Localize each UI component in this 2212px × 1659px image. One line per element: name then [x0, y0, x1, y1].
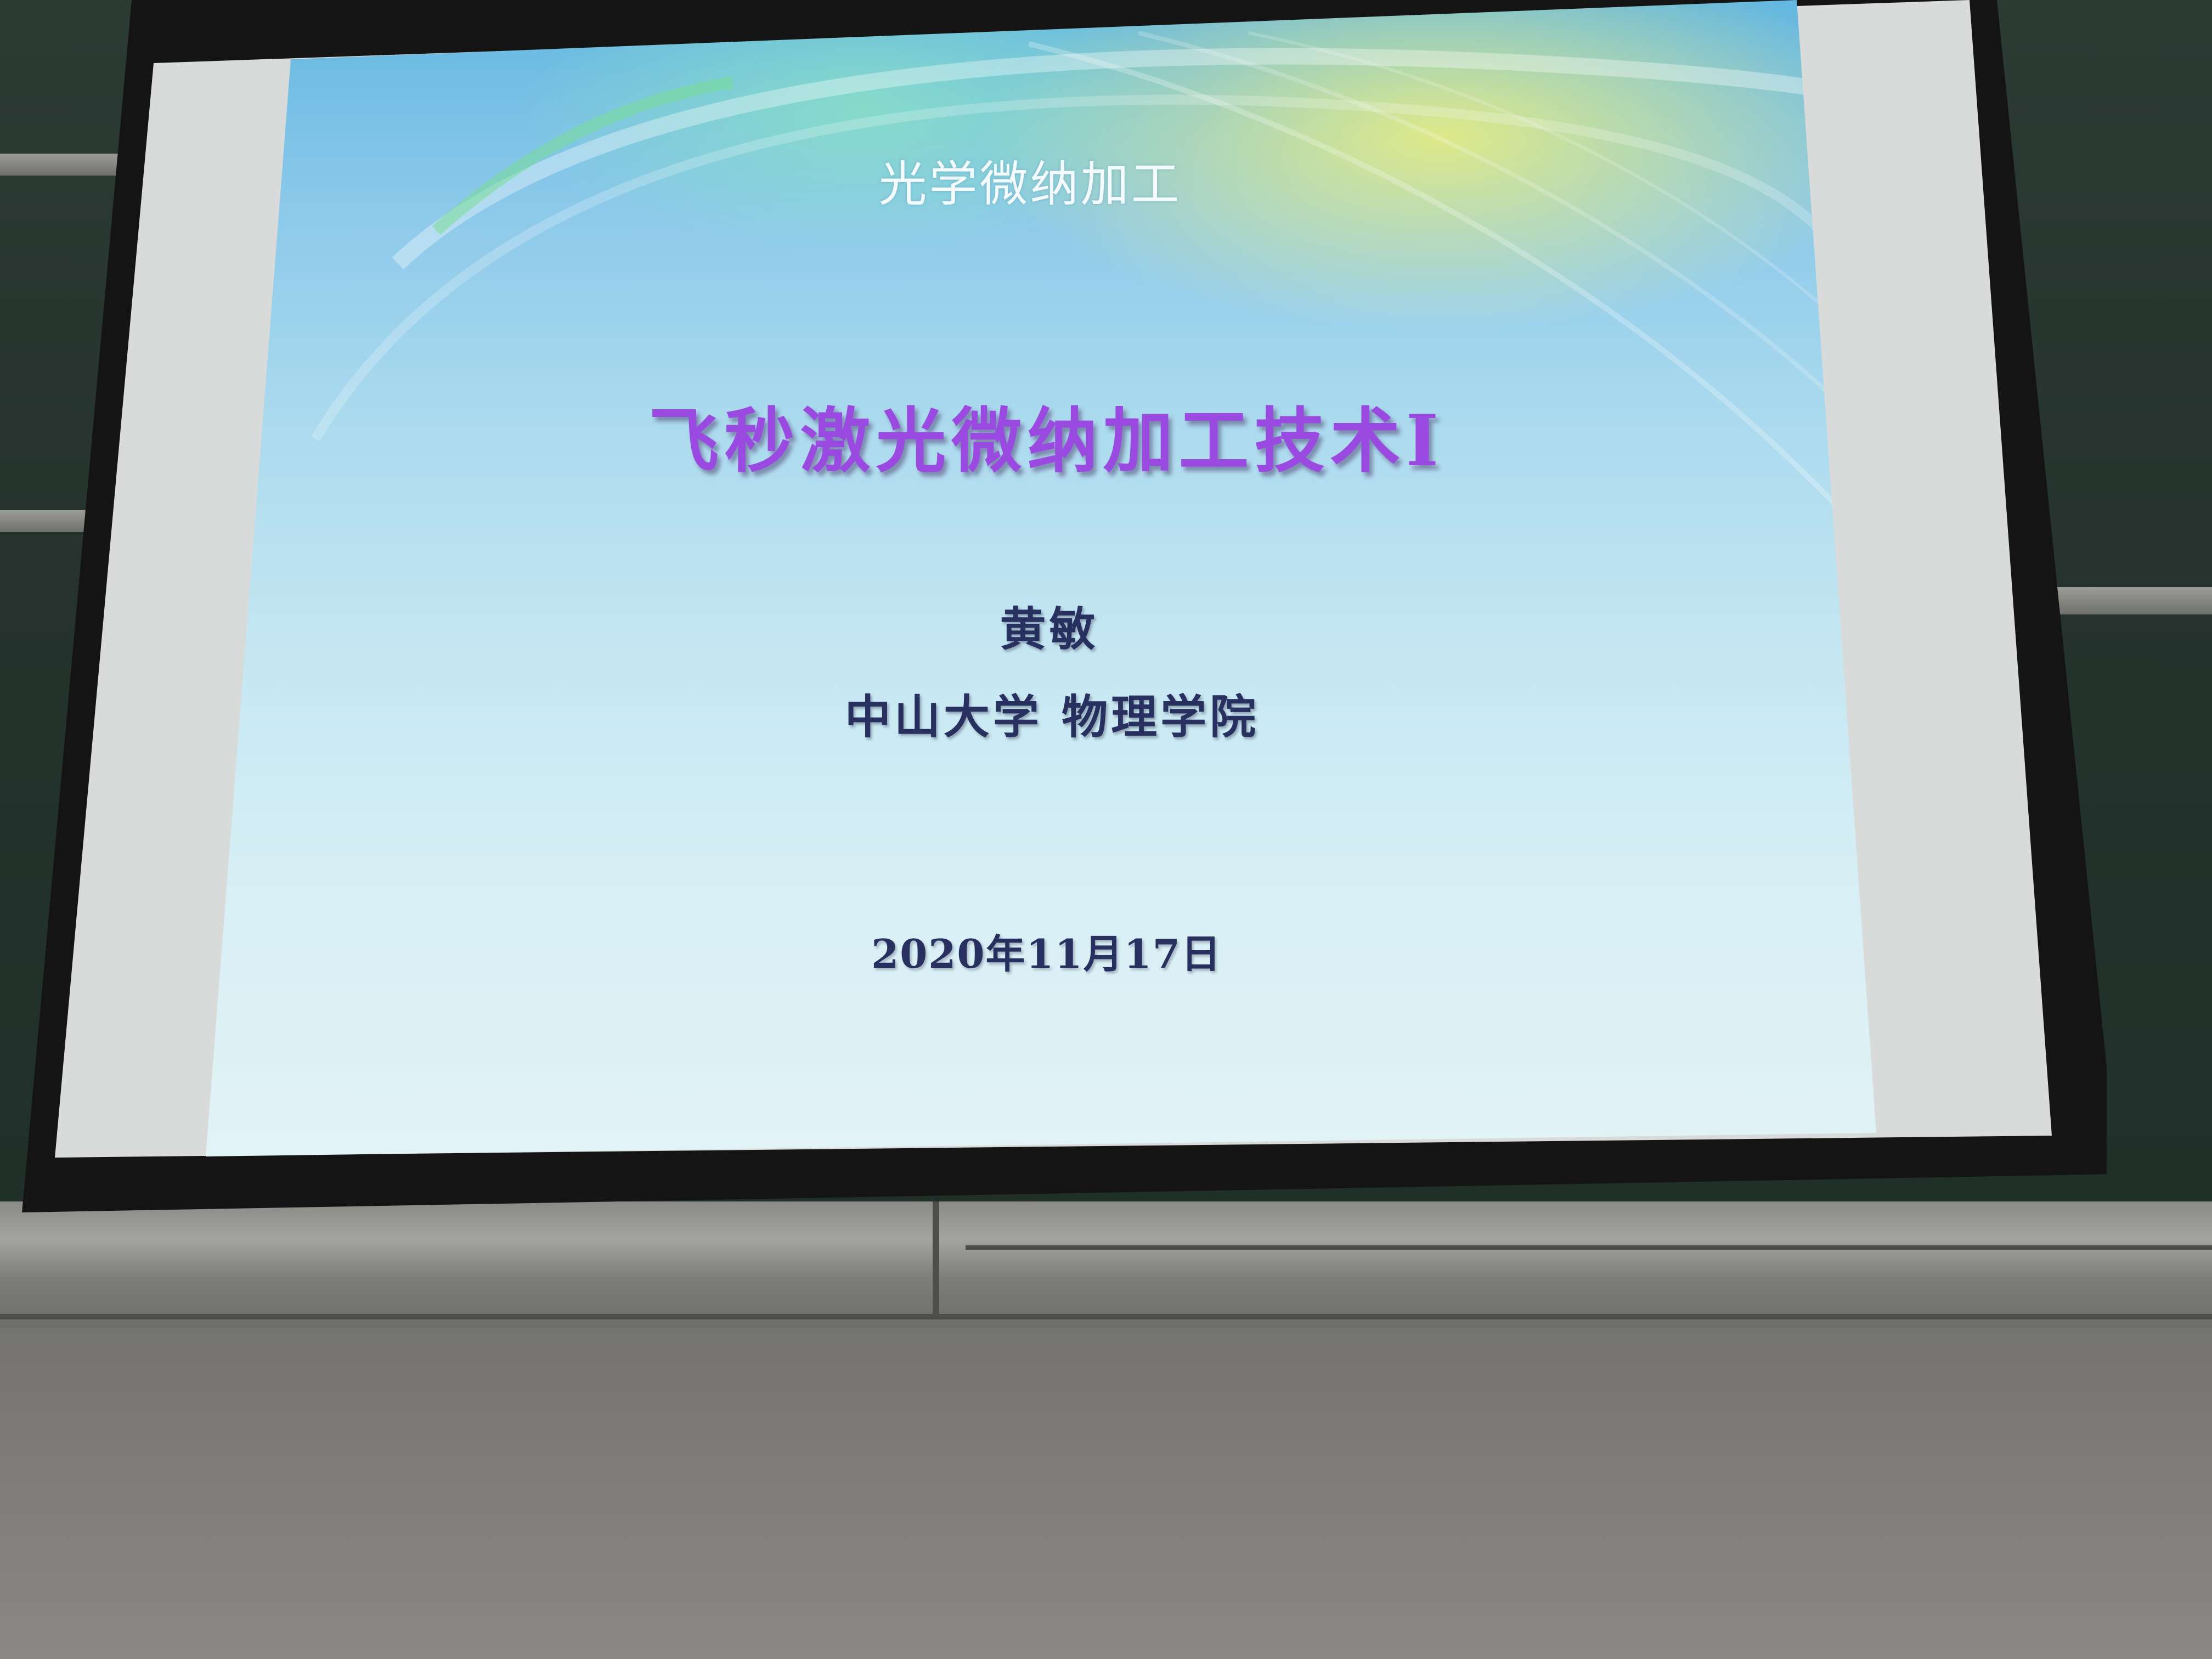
affiliation: 中山大学 物理学院 [844, 690, 1260, 744]
chalkboard-rail-right [2030, 587, 2212, 614]
chalkboard-ledge [0, 1201, 2212, 1328]
ledge-line [966, 1245, 2212, 1250]
presentation-slide: 光学微纳加工 飞秒激光微纳加工技术I 黄敏 中山大学 物理学院 2020年11月… [206, 0, 1876, 1156]
chalkboard-rail-middle [0, 510, 99, 532]
lecture-title: 飞秒激光微纳加工技术I [648, 400, 1444, 482]
ledge-divider [933, 1201, 939, 1319]
course-title: 光学微纳加工 [878, 156, 1182, 212]
lecture-date: 2020年11月17日 [871, 930, 1222, 977]
ledge-groove [0, 1314, 2212, 1319]
lower-wall [0, 1328, 2212, 1659]
author-name: 黄敏 [1000, 602, 1099, 656]
